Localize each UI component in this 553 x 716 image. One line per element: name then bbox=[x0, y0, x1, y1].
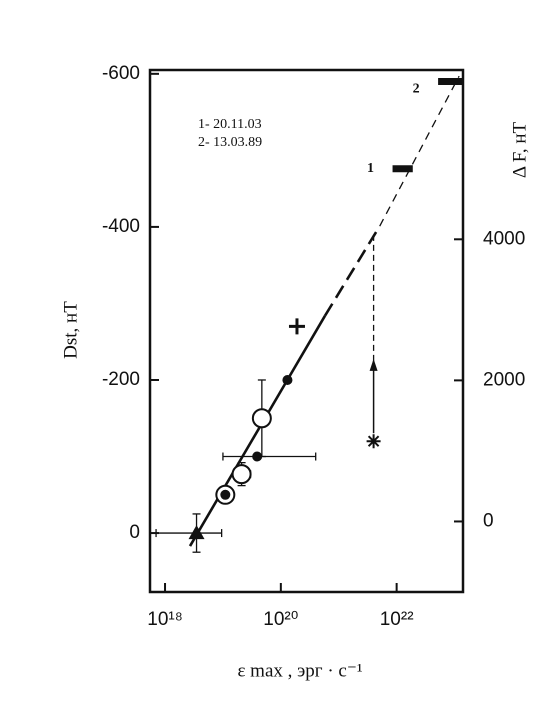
y-tick-label: -600 bbox=[102, 63, 140, 84]
point bbox=[188, 525, 205, 540]
range-label: 2 bbox=[413, 82, 420, 97]
point bbox=[366, 434, 381, 449]
y2-axis-label: Δ F, нТ bbox=[509, 121, 530, 178]
x-axis-label: ε max , эрг · с⁻¹ bbox=[237, 660, 362, 681]
fit-line bbox=[188, 315, 327, 547]
y-axis-label: Dst, нТ bbox=[60, 301, 81, 359]
point bbox=[251, 408, 272, 429]
y-tick-label: -200 bbox=[102, 369, 140, 390]
x-tick-label: 10¹⁸ bbox=[147, 609, 182, 630]
y2-tick-label: 2000 bbox=[483, 369, 525, 390]
fit-line bbox=[323, 225, 381, 317]
y-tick-label: -400 bbox=[102, 216, 140, 237]
point bbox=[282, 374, 293, 385]
point bbox=[252, 451, 263, 462]
point-center bbox=[220, 489, 231, 500]
range-label: 1 bbox=[367, 161, 374, 176]
annotation: 1- 20.11.03 bbox=[198, 117, 262, 132]
point bbox=[288, 318, 305, 335]
y2-tick-label: 4000 bbox=[483, 228, 525, 249]
plot-frame bbox=[148, 68, 465, 594]
x-tick-label: 10²⁰ bbox=[263, 609, 298, 630]
x-tick-label: 10²² bbox=[380, 609, 414, 630]
annotation: 2- 13.03.89 bbox=[198, 135, 262, 150]
y-tick-label: 0 bbox=[129, 522, 140, 543]
arrow-head bbox=[369, 358, 378, 371]
y2-tick-label: 0 bbox=[483, 510, 494, 531]
fit-line bbox=[379, 75, 460, 227]
point bbox=[231, 464, 252, 485]
